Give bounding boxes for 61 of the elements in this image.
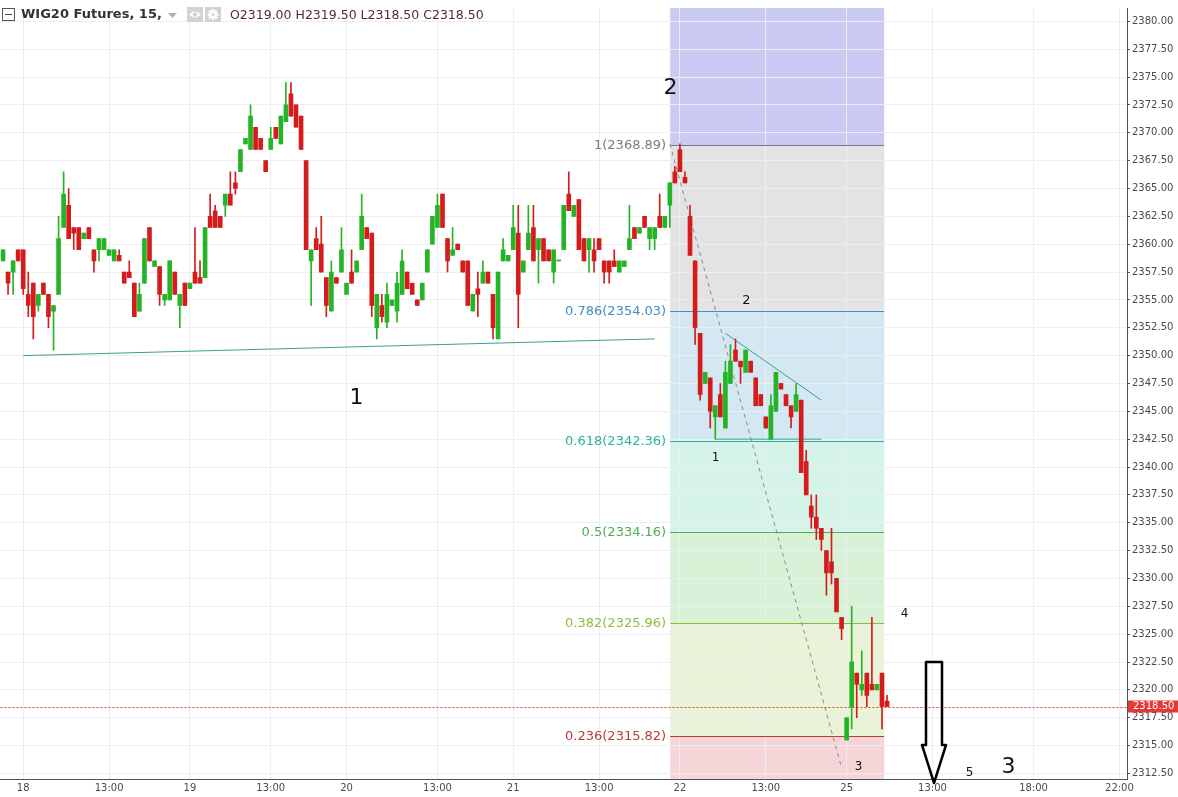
y-tick-label: 2367.50	[1132, 154, 1174, 166]
x-tick-label: 13:00	[94, 781, 124, 793]
annotation: 2	[742, 292, 751, 308]
y-tick-label: 2355.00	[1132, 293, 1174, 305]
x-tick-label: 18:00	[1019, 781, 1048, 793]
y-tick-label: 2365.00	[1132, 182, 1174, 194]
y-tick-label: 2320.00	[1132, 683, 1174, 695]
ref-line-label: 2318.50	[1133, 700, 1175, 712]
annotation: 3	[1001, 752, 1016, 778]
y-tick-label: 2342.50	[1132, 432, 1174, 444]
ref-line-label: 0.5(2334.16)	[581, 523, 667, 539]
ref-line-label: 0.786(2354.03)	[565, 302, 667, 318]
annotation: 5	[965, 765, 974, 780]
y-tick-label: 2360.00	[1132, 237, 1174, 249]
y-tick-label: 2380.00	[1132, 14, 1174, 26]
y-tick-label: 2352.50	[1132, 321, 1174, 333]
x-tick-label: 18	[16, 781, 30, 793]
y-tick-label: 2357.50	[1132, 265, 1174, 277]
x-tick-label: 13:00	[423, 781, 452, 793]
ref-line-label: 0.618(2342.36)	[565, 432, 667, 448]
ref-line-label: 0.236(2315.82)	[565, 727, 667, 743]
y-tick-label: 2377.50	[1132, 42, 1174, 54]
candlestick	[475, 271, 481, 317]
chart-subtitle: O2319.00 H2319.50 L2318.50 C2318.50	[230, 6, 484, 23]
x-tick-label: 13:00	[918, 781, 947, 793]
annotation: 1	[349, 383, 364, 409]
x-tick-label: 21	[506, 781, 520, 793]
x-tick-label: 19	[183, 781, 197, 793]
y-tick-label: 2372.50	[1132, 98, 1174, 110]
x-tick-label: 20	[340, 781, 353, 793]
annotation: 1	[711, 450, 720, 465]
y-tick-label: 2312.50	[1132, 767, 1174, 779]
y-tick-label: 2315.00	[1132, 739, 1174, 751]
annotation: 4	[900, 606, 909, 621]
y-tick-label: 2347.50	[1132, 377, 1174, 389]
y-tick-label: 2362.50	[1132, 209, 1174, 221]
x-tick-label: 22	[673, 781, 687, 793]
x-tick-label: 13:00	[584, 781, 614, 793]
y-tick-label: 2370.00	[1132, 126, 1174, 138]
y-tick-label: 2325.00	[1132, 627, 1174, 639]
y-tick-label: 2340.00	[1132, 460, 1174, 472]
x-tick-label: 25	[840, 781, 853, 793]
y-tick-label: 2335.00	[1132, 516, 1174, 528]
y-tick-label: 2337.50	[1132, 488, 1174, 500]
chart-title: WIG20 Futures, 15,	[21, 5, 162, 22]
y-tick-label: 2375.00	[1132, 70, 1174, 82]
candlestick	[859, 650, 865, 696]
ref-line-label: 1(2368.89)	[594, 136, 667, 152]
annotation: 2	[663, 73, 678, 99]
annotation: 3	[854, 759, 863, 774]
x-tick-label: 13:00	[751, 781, 781, 793]
y-tick-label: 2327.50	[1132, 599, 1174, 611]
y-tick-label: 2330.00	[1132, 572, 1174, 584]
x-tick-label: 22:00	[1105, 781, 1134, 793]
ref-line-label: 0.382(2325.96)	[565, 614, 667, 630]
x-tick-label: 13:00	[256, 781, 286, 793]
y-tick-label: 2317.50	[1132, 711, 1174, 723]
y-tick-label: 2332.50	[1132, 544, 1174, 556]
y-tick-label: 2345.00	[1132, 404, 1174, 416]
y-tick-label: 2350.00	[1132, 349, 1174, 361]
y-tick-label: 2322.50	[1132, 655, 1174, 667]
